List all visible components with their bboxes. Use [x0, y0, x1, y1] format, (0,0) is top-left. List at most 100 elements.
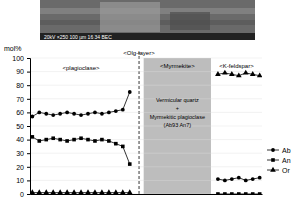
y-tick-label: 90 — [16, 68, 24, 75]
data-point — [243, 70, 249, 75]
data-point — [72, 138, 76, 142]
data-point — [79, 113, 83, 117]
data-point — [114, 109, 118, 113]
data-point — [216, 192, 220, 194]
grid — [30, 58, 262, 194]
photo-bg — [40, 0, 255, 40]
data-point — [216, 177, 220, 181]
y-tick-label: 80 — [16, 82, 24, 89]
y-tick-label: 50 — [16, 123, 24, 130]
x-axis — [31, 194, 263, 195]
y-tick-label: 10 — [16, 177, 24, 184]
y-tick-label: 70 — [16, 96, 24, 103]
series-line — [32, 73, 259, 193]
y-tick: 0 — [20, 191, 30, 198]
annotation: <plagioclase> — [63, 65, 101, 71]
data-point — [30, 115, 34, 119]
data-point — [64, 189, 70, 194]
y-tick-mark — [27, 112, 30, 113]
data-point — [65, 111, 69, 115]
data-point — [244, 179, 248, 183]
data-point — [237, 176, 241, 180]
sem-photo: 20kV ×250 100 µm 16 34 BEC — [40, 0, 255, 40]
data-point — [114, 142, 118, 146]
data-point — [99, 189, 105, 194]
grid-line — [30, 166, 262, 167]
data-point — [251, 177, 255, 181]
data-point — [93, 139, 97, 143]
x-axis-line — [31, 194, 263, 195]
data-point — [128, 90, 132, 94]
photo-texture — [170, 12, 210, 30]
data-point — [128, 162, 132, 166]
data-point — [257, 72, 262, 77]
y-tick-label: 40 — [16, 136, 24, 143]
data-point — [58, 138, 62, 142]
data-point — [58, 112, 62, 116]
photo-texture — [100, 2, 160, 32]
data-point — [236, 72, 242, 77]
data-point — [30, 189, 35, 194]
y-tick: 80 — [16, 82, 30, 89]
data-point — [250, 71, 256, 76]
data-point — [121, 108, 125, 112]
series-line — [32, 137, 259, 194]
legend-label: Or — [282, 167, 290, 174]
y-tick-label: 60 — [16, 109, 24, 116]
annotation: + — [176, 105, 179, 111]
series-line — [32, 92, 259, 180]
y-tick: 40 — [16, 136, 30, 143]
data-point — [251, 192, 255, 194]
data-point — [237, 192, 241, 194]
data-point — [223, 192, 227, 194]
data-point — [86, 112, 90, 116]
y-tick: 100 — [12, 55, 30, 62]
annotation: (Ab93 An7) — [164, 122, 192, 128]
y-tick-mark — [27, 140, 30, 141]
data-point — [100, 138, 104, 142]
data-point — [43, 189, 49, 194]
data-point — [50, 189, 56, 194]
data-point — [215, 71, 221, 76]
data-point — [107, 139, 111, 143]
data-point — [72, 112, 76, 116]
y-tick-mark — [27, 194, 30, 195]
data-point — [230, 192, 234, 194]
data-point — [106, 189, 112, 194]
annotation: Vermicular quartz — [156, 97, 199, 103]
legend-label: Ab — [282, 147, 291, 154]
data-point — [78, 189, 84, 194]
data-point — [100, 112, 104, 116]
olg-layer-line — [139, 52, 140, 194]
grid-line — [30, 98, 262, 99]
grid-line — [30, 71, 262, 72]
annotation: <Myrmekite> — [160, 63, 195, 69]
y-tick-label: 20 — [16, 164, 24, 171]
data-point — [71, 189, 77, 194]
data-point — [86, 138, 90, 142]
data-point — [258, 176, 262, 180]
data-point — [93, 111, 97, 115]
data-point — [51, 113, 55, 117]
legend-label: An — [282, 157, 291, 164]
grid-line — [30, 153, 262, 154]
y-tick: 30 — [16, 150, 30, 157]
data-point — [36, 189, 42, 194]
data-point — [229, 71, 235, 76]
data-point — [92, 189, 98, 194]
y-tick-mark — [27, 72, 30, 73]
data-point — [37, 111, 41, 115]
data-point — [65, 139, 69, 143]
data-point — [222, 70, 228, 75]
y-tick: 20 — [16, 164, 30, 171]
data-point — [57, 189, 63, 194]
photo-caption-bar — [40, 33, 255, 40]
data-point — [113, 189, 119, 194]
data-point — [51, 136, 55, 140]
y-tick-label: 30 — [16, 150, 24, 157]
y-tick: 50 — [16, 123, 30, 130]
y-tick: 60 — [16, 109, 30, 116]
data-point — [31, 135, 35, 139]
y-tick-mark — [27, 167, 30, 168]
y-tick-label: 100 — [12, 55, 24, 62]
